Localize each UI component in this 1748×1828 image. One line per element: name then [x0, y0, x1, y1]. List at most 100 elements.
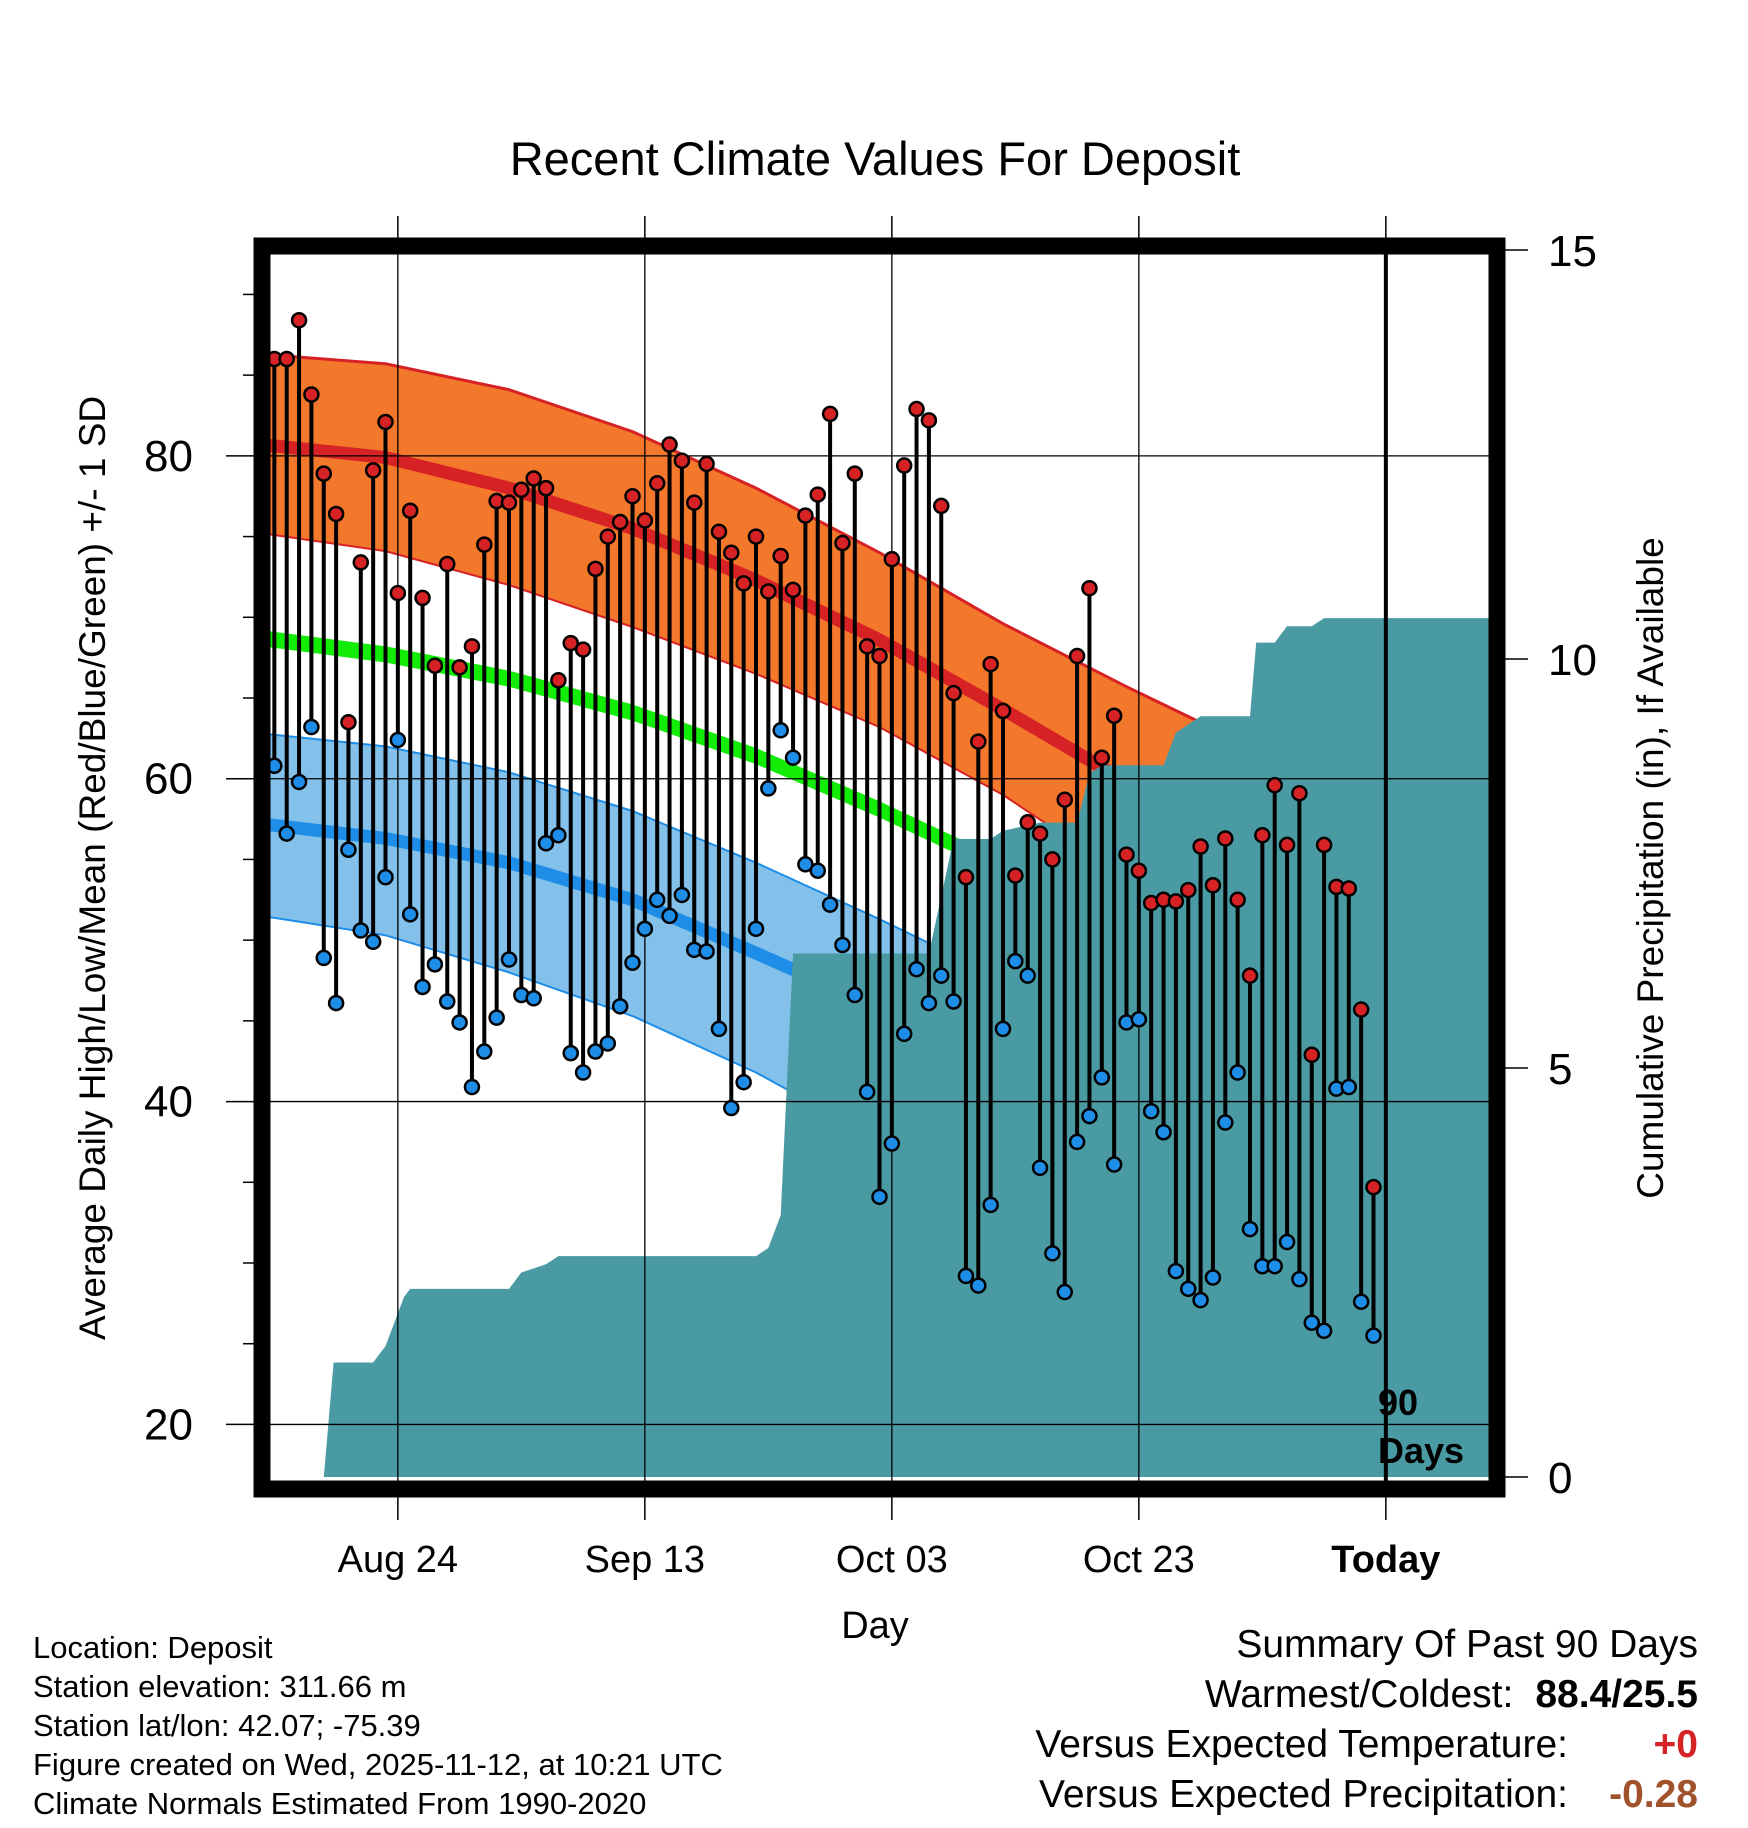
- daily-low-point: [562, 1044, 579, 1062]
- daily-low-point: [1155, 1123, 1172, 1141]
- y-axis-label-right: Cumulative Precipitation (in), If Availa…: [1630, 537, 1671, 1199]
- daily-low-point: [587, 1043, 604, 1060]
- daily-low-point: [933, 967, 950, 984]
- y-right-tick-label: 5: [1548, 1045, 1572, 1094]
- daily-low-point: [1081, 1107, 1098, 1125]
- daily-high-point: [377, 413, 394, 431]
- daily-high-point: [1229, 891, 1246, 909]
- daily-high-point: [340, 713, 357, 731]
- daily-low-point: [537, 835, 555, 852]
- daily-high-point: [1303, 1046, 1320, 1064]
- daily-low-point: [673, 886, 691, 904]
- daily-high-point: [760, 583, 777, 600]
- daily-high-point: [624, 487, 641, 505]
- daily-high-point: [439, 555, 456, 573]
- precip-value: -0.28: [1609, 1773, 1698, 1816]
- daily-low-point: [1352, 1293, 1370, 1310]
- daily-high-point: [1340, 880, 1358, 897]
- temp-value: +0: [1653, 1723, 1698, 1766]
- daily-high-point: [401, 502, 419, 519]
- daily-high-point: [562, 634, 579, 652]
- daily-high-point: [278, 350, 295, 368]
- daily-high-point: [1315, 836, 1333, 854]
- daily-high-point: [414, 589, 431, 607]
- daily-high-point: [1044, 851, 1061, 868]
- daily-low-point: [488, 1009, 505, 1026]
- daily-high-point: [1056, 791, 1073, 808]
- daily-low-point: [352, 922, 370, 939]
- daily-high-point: [686, 494, 703, 511]
- daily-low-point: [1291, 1270, 1308, 1288]
- daily-low-point: [451, 1014, 468, 1031]
- daily-high-point: [1192, 838, 1209, 855]
- daily-low-point: [624, 954, 641, 971]
- daily-low-point: [463, 1078, 481, 1096]
- y-right-tick-label: 10: [1548, 636, 1597, 685]
- daily-low-point: [970, 1277, 987, 1294]
- x-tick-label: Oct 03: [836, 1539, 948, 1581]
- daily-low-point: [389, 731, 407, 749]
- daily-low-point: [476, 1043, 493, 1060]
- daily-high-point: [513, 481, 530, 499]
- daily-low-point: [1019, 967, 1036, 984]
- daily-high-point: [1007, 867, 1024, 884]
- elevation-text: Station elevation: 311.66 m: [33, 1669, 407, 1704]
- daily-high-point: [537, 479, 555, 497]
- daily-high-point: [723, 544, 740, 561]
- daily-high-point: [661, 436, 678, 453]
- daily-high-point: [970, 733, 987, 750]
- daily-low-point: [797, 856, 814, 873]
- daily-high-point: [673, 452, 691, 469]
- daily-high-point: [1167, 893, 1185, 910]
- x-tick-label: Aug 24: [338, 1539, 458, 1581]
- daily-high-point: [1365, 1178, 1382, 1196]
- daily-high-point: [574, 641, 592, 658]
- daily-high-point: [327, 505, 345, 523]
- daily-low-point: [1180, 1280, 1197, 1298]
- daily-high-point: [1093, 749, 1111, 766]
- high-sd-band: [262, 354, 1497, 1167]
- warm-label: Warmest/Coldest:: [1204, 1673, 1514, 1716]
- daily-high-point: [364, 462, 382, 479]
- daily-high-point: [784, 581, 802, 599]
- daily-low-point: [698, 943, 715, 960]
- daily-high-point: [500, 494, 518, 511]
- daily-high-point: [1180, 881, 1197, 899]
- daily-high-point: [809, 486, 826, 503]
- daily-low-point: [809, 862, 826, 879]
- daily-low-point: [414, 978, 431, 996]
- summary-temp-row: Versus Expected Temperature: +0: [1035, 1720, 1698, 1770]
- daily-low-point: [1167, 1262, 1185, 1280]
- daily-low-point: [1105, 1156, 1123, 1173]
- daily-high-point: [747, 528, 765, 545]
- summary-warm-row: Warmest/Coldest: 88.4/25.5: [1035, 1670, 1698, 1720]
- daily-high-point: [290, 312, 308, 329]
- daily-low-point: [846, 986, 864, 1004]
- daily-low-point: [1056, 1283, 1073, 1301]
- daily-high-point: [476, 536, 493, 553]
- daily-low-point: [895, 1025, 913, 1043]
- x-tick-label: Today: [1331, 1539, 1440, 1581]
- daily-high-point: [920, 412, 938, 429]
- daily-low-point: [821, 896, 839, 913]
- daily-high-point: [463, 638, 481, 655]
- daily-low-point: [1303, 1314, 1320, 1331]
- daily-low-point: [574, 1064, 592, 1081]
- summary-precip-row: Versus Expected Precipitation: -0.28: [1035, 1770, 1698, 1820]
- daily-low-point: [858, 1083, 876, 1101]
- y-left-tick-label: 20: [144, 1400, 193, 1449]
- daily-low-point: [1229, 1064, 1246, 1081]
- daily-high-point: [834, 534, 851, 552]
- daily-high-point: [957, 868, 975, 886]
- daily-high-point: [797, 507, 814, 524]
- daily-low-point: [1007, 952, 1024, 970]
- daily-high-point: [636, 512, 654, 529]
- daily-low-point: [747, 920, 765, 938]
- daily-high-point: [821, 405, 839, 423]
- daily-high-point: [1019, 814, 1036, 831]
- x-tick-label: Oct 23: [1083, 1539, 1195, 1581]
- daily-low-point: [982, 1196, 999, 1214]
- daily-low-point: [1241, 1220, 1259, 1238]
- daily-high-point: [303, 386, 320, 403]
